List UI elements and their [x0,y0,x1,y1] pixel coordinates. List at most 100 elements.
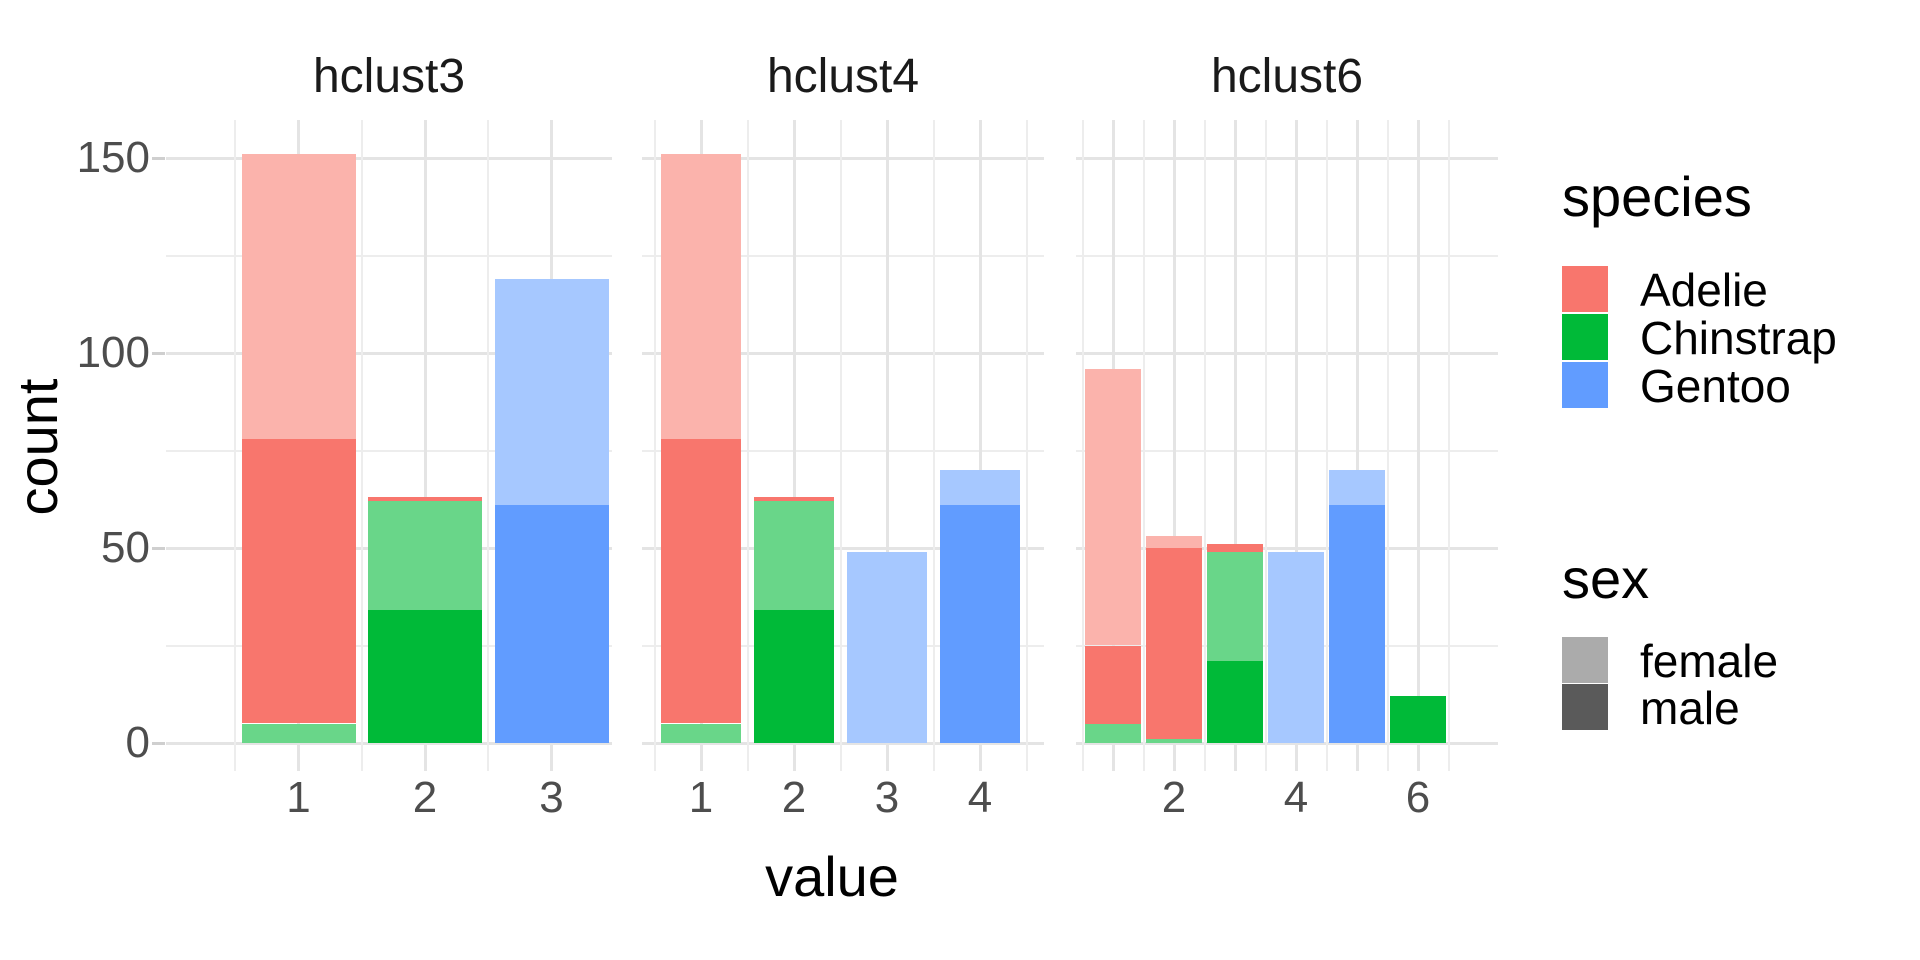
legend-label: Gentoo [1640,360,1791,412]
gridline-minor-h [166,449,612,452]
gridline-minor-h [642,254,1044,257]
gridline-minor-v [746,120,749,771]
gridline-major-h [1076,156,1498,160]
x-tick-label: 3 [539,773,564,822]
x-tick-label: 1 [286,773,311,822]
legend-entry-gentoo: Gentoo [1562,362,1902,410]
gridline-minor-v [1386,120,1389,771]
bar-segment-chinstrap-female [754,501,834,611]
x-tick-label: 2 [781,773,807,822]
bar-segment-adelie-female [661,154,741,439]
facet-strip-label: hclust4 [766,50,920,103]
bar-segment-chinstrap-male [754,610,834,743]
legend-label: male [1640,682,1740,734]
bar-segment-gentoo-male [1329,505,1385,743]
gridline-major-h [1076,741,1498,745]
gridline-minor-v [487,120,490,771]
bar-segment-chinstrap-female [661,723,741,743]
bar-segment-gentoo-female [940,470,1020,506]
bar-segment-adelie-female [242,154,356,439]
gridline-minor-v [1025,120,1028,771]
x-tick-label: 1 [688,773,714,822]
legend-swatch-adelie [1562,266,1608,312]
legend-entry-female: female [1562,635,1902,687]
legend-swatch-chinstrap [1562,314,1608,360]
bar-segment-chinstrap-female [1085,723,1141,743]
gridline-major-v [792,120,796,771]
gridline-minor-v [839,120,842,771]
bar-segment-adelie-female [1146,536,1202,548]
gridline-major-h [642,546,1044,550]
legend-label: Chinstrap [1640,312,1837,364]
bar-segment-chinstrap-male [1207,661,1263,743]
bar-segment-adelie-male [661,438,741,724]
bar-segment-gentoo-female [847,551,927,743]
gridline-major-v [1355,120,1359,771]
gridline-minor-v [1447,120,1450,771]
x-tick-label: 2 [412,773,438,822]
x-tick-label: 3 [874,773,900,822]
gridline-minor-h [642,644,1044,647]
gridline-major-h [642,741,1044,745]
y-axis-tick [152,546,165,550]
bar-segment-adelie-female [1085,368,1141,646]
gridline-minor-v [1203,120,1206,771]
gridline-major-v [1233,120,1237,771]
gridline-major-v [978,120,982,771]
gridline-minor-v [932,120,935,771]
y-tick-label: 100 [76,328,150,377]
bar-segment-chinstrap-female [1207,551,1263,662]
gridline-major-h [642,351,1044,355]
x-tick-label: 2 [1161,773,1187,822]
gridline-minor-h [1076,449,1498,452]
gridline-major-v [423,120,427,771]
legend-label: female [1640,635,1779,687]
bar-segment-adelie-male [754,497,834,502]
gridline-major-h [166,741,612,745]
x-tick-label: 4 [967,773,993,822]
legend-swatch-female [1562,637,1608,683]
y-axis-tick [152,156,165,160]
y-axis-title: count [6,378,69,516]
gridline-minor-v [234,120,237,771]
x-tick-label: 4 [1283,773,1309,822]
x-tick-label: 6 [1405,773,1431,822]
bar-segment-chinstrap-male [1390,696,1446,743]
legend-label: Adelie [1640,264,1768,316]
x-axis-title: value [765,845,899,908]
bar-segment-adelie-male [1146,548,1202,740]
bar-segment-chinstrap-female [1146,739,1202,743]
legend-entry-male: male [1562,682,1902,734]
gridline-minor-h [166,254,612,257]
bar-segment-adelie-male [242,438,356,724]
gridline-major-h [1076,351,1498,355]
legend-entry-chinstrap: Chinstrap [1562,314,1902,362]
y-tick-label: 0 [125,718,150,767]
facet-strip-label: hclust6 [1210,50,1364,103]
y-axis-tick [152,741,165,745]
gridline-major-v [1294,120,1298,771]
gridline-minor-v [1325,120,1328,771]
legend-swatch-male [1562,684,1608,730]
gridline-major-h [642,156,1044,160]
bar-segment-chinstrap-male [368,610,482,743]
gridline-minor-v [1081,120,1084,771]
legend-sex-title: sex [1562,547,1650,610]
bar-segment-gentoo-female [1329,470,1385,506]
gridline-minor-v [653,120,656,771]
gridline-major-h [166,351,612,355]
legend-entry-adelie: Adelie [1562,266,1902,314]
y-tick-label: 50 [101,523,150,572]
bar-segment-gentoo-male [495,505,609,743]
bar-segment-adelie-male [1207,544,1263,552]
gridline-minor-v [360,120,363,771]
gridline-minor-v [1264,120,1267,771]
bar-segment-adelie-male [368,497,482,502]
y-tick-label: 150 [76,133,150,182]
gridline-minor-h [1076,254,1498,257]
gridline-minor-h [642,449,1044,452]
bar-segment-adelie-male [1085,645,1141,724]
gridline-major-v [885,120,889,771]
bar-segment-gentoo-male [940,505,1020,743]
